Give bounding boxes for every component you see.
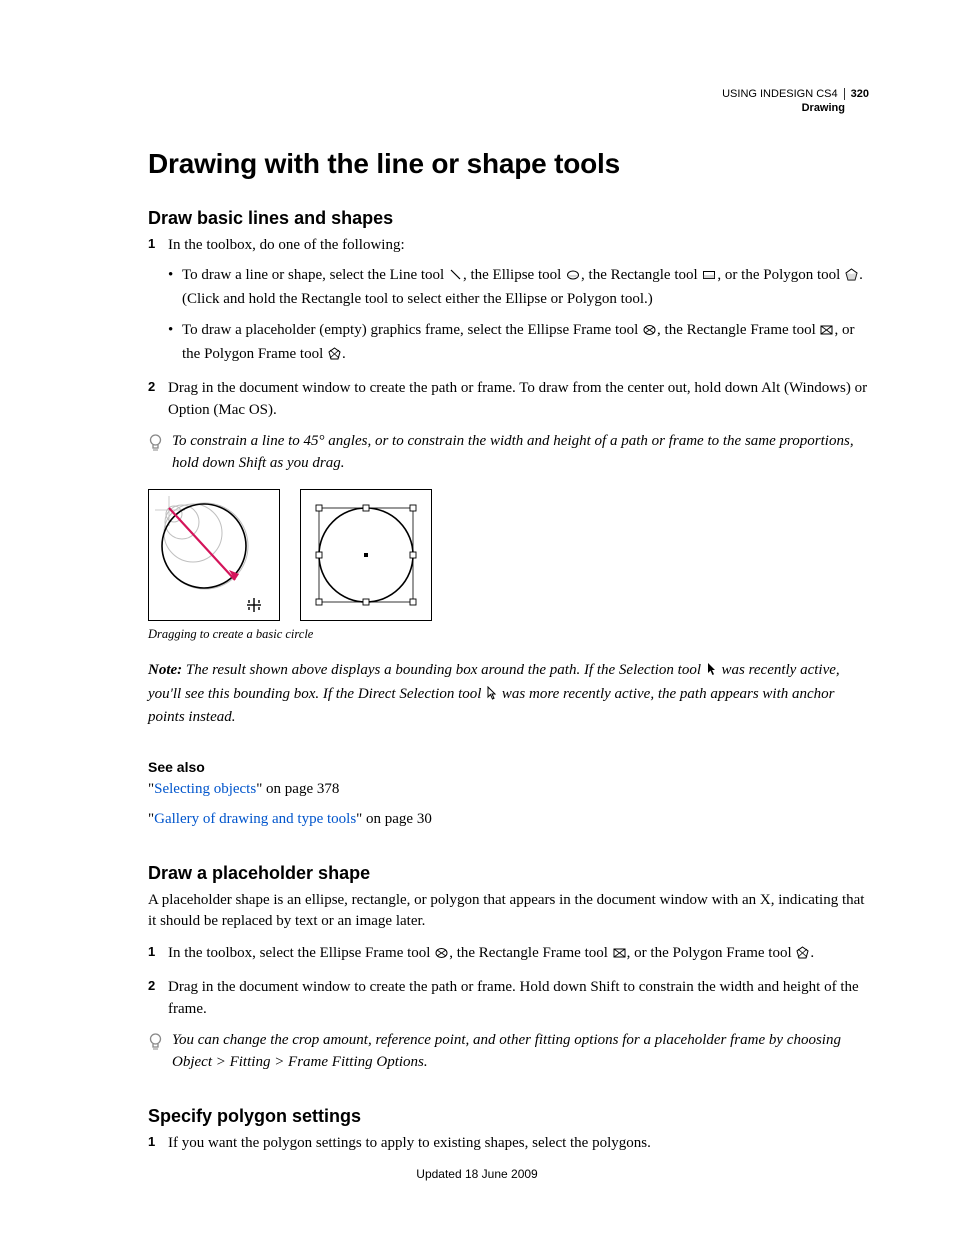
figure-dragging <box>148 489 280 621</box>
tip-note: You can change the crop amount, referenc… <box>148 1030 869 1074</box>
bullet-item: To draw a placeholder (empty) graphics f… <box>168 320 869 368</box>
rectangle-frame-tool-icon <box>613 945 626 967</box>
see-also-heading: See also <box>148 759 869 775</box>
figure-result <box>300 489 432 621</box>
note-label: Note: <box>148 662 182 678</box>
book-title: USING INDESIGN CS4 <box>722 88 845 100</box>
section-draw-basic: Draw basic lines and shapes In the toolb… <box>148 208 869 831</box>
page-footer: Updated 18 June 2009 <box>0 1167 954 1181</box>
polygon-frame-tool-icon <box>328 346 341 368</box>
lightbulb-icon <box>148 433 163 461</box>
note-paragraph: Note: The result shown above displays a … <box>148 660 869 729</box>
bullet-item: To draw a line or shape, select the Line… <box>168 265 869 311</box>
step-text: If you want the polygon settings to appl… <box>168 1135 651 1151</box>
step-text: Drag in the document window to create th… <box>168 380 867 418</box>
section-heading: Draw basic lines and shapes <box>148 208 869 229</box>
polygon-frame-tool-icon <box>796 945 809 967</box>
direct-selection-tool-icon <box>486 686 497 708</box>
line-tool-icon <box>449 267 462 289</box>
page-title: Drawing with the line or shape tools <box>148 148 869 180</box>
step-item: In the toolbox, do one of the following:… <box>148 235 869 368</box>
polygon-tool-icon <box>845 267 858 289</box>
running-header: USING INDESIGN CS4320 Drawing <box>722 88 869 116</box>
step-item: If you want the polygon settings to appl… <box>148 1133 869 1155</box>
ellipse-frame-tool-icon <box>643 322 656 344</box>
selection-tool-icon <box>706 662 717 684</box>
step-text: Drag in the document window to create th… <box>168 979 859 1017</box>
step-item: Drag in the document window to create th… <box>148 378 869 422</box>
tip-text: You can change the crop amount, referenc… <box>172 1032 841 1070</box>
section-polygon-settings: Specify polygon settings If you want the… <box>148 1106 869 1155</box>
step-text: In the toolbox, do one of the following: <box>168 237 405 253</box>
chapter-title: Drawing <box>722 102 869 116</box>
figure-row <box>148 489 869 621</box>
intro-paragraph: A placeholder shape is an ellipse, recta… <box>148 890 869 934</box>
step-item: In the toolbox, select the Ellipse Frame… <box>148 943 869 967</box>
link-selecting-金bjects[interactable]: Selecting objects <box>154 781 256 797</box>
tip-note: To constrain a line to 45° angles, or to… <box>148 431 869 475</box>
link-gallery-tools[interactable]: Gallery of drawing and type tools <box>154 811 356 827</box>
ellipse-frame-tool-icon <box>435 945 448 967</box>
page-number: 320 <box>845 88 869 100</box>
ellipse-tool-icon <box>566 267 580 289</box>
section-heading: Specify polygon settings <box>148 1106 869 1127</box>
rectangle-tool-icon <box>702 267 716 289</box>
tip-text: To constrain a line to 45° angles, or to… <box>172 433 854 471</box>
section-placeholder-shape: Draw a placeholder shape A placeholder s… <box>148 863 869 1074</box>
figure-caption: Dragging to create a basic circle <box>148 627 869 642</box>
see-also-item: "Gallery of drawing and type tools" on p… <box>148 809 869 831</box>
lightbulb-icon <box>148 1032 163 1060</box>
section-heading: Draw a placeholder shape <box>148 863 869 884</box>
see-also-item: "Selecting objects" on page 378 <box>148 779 869 801</box>
rectangle-frame-tool-icon <box>820 322 833 344</box>
step-item: Drag in the document window to create th… <box>148 977 869 1021</box>
